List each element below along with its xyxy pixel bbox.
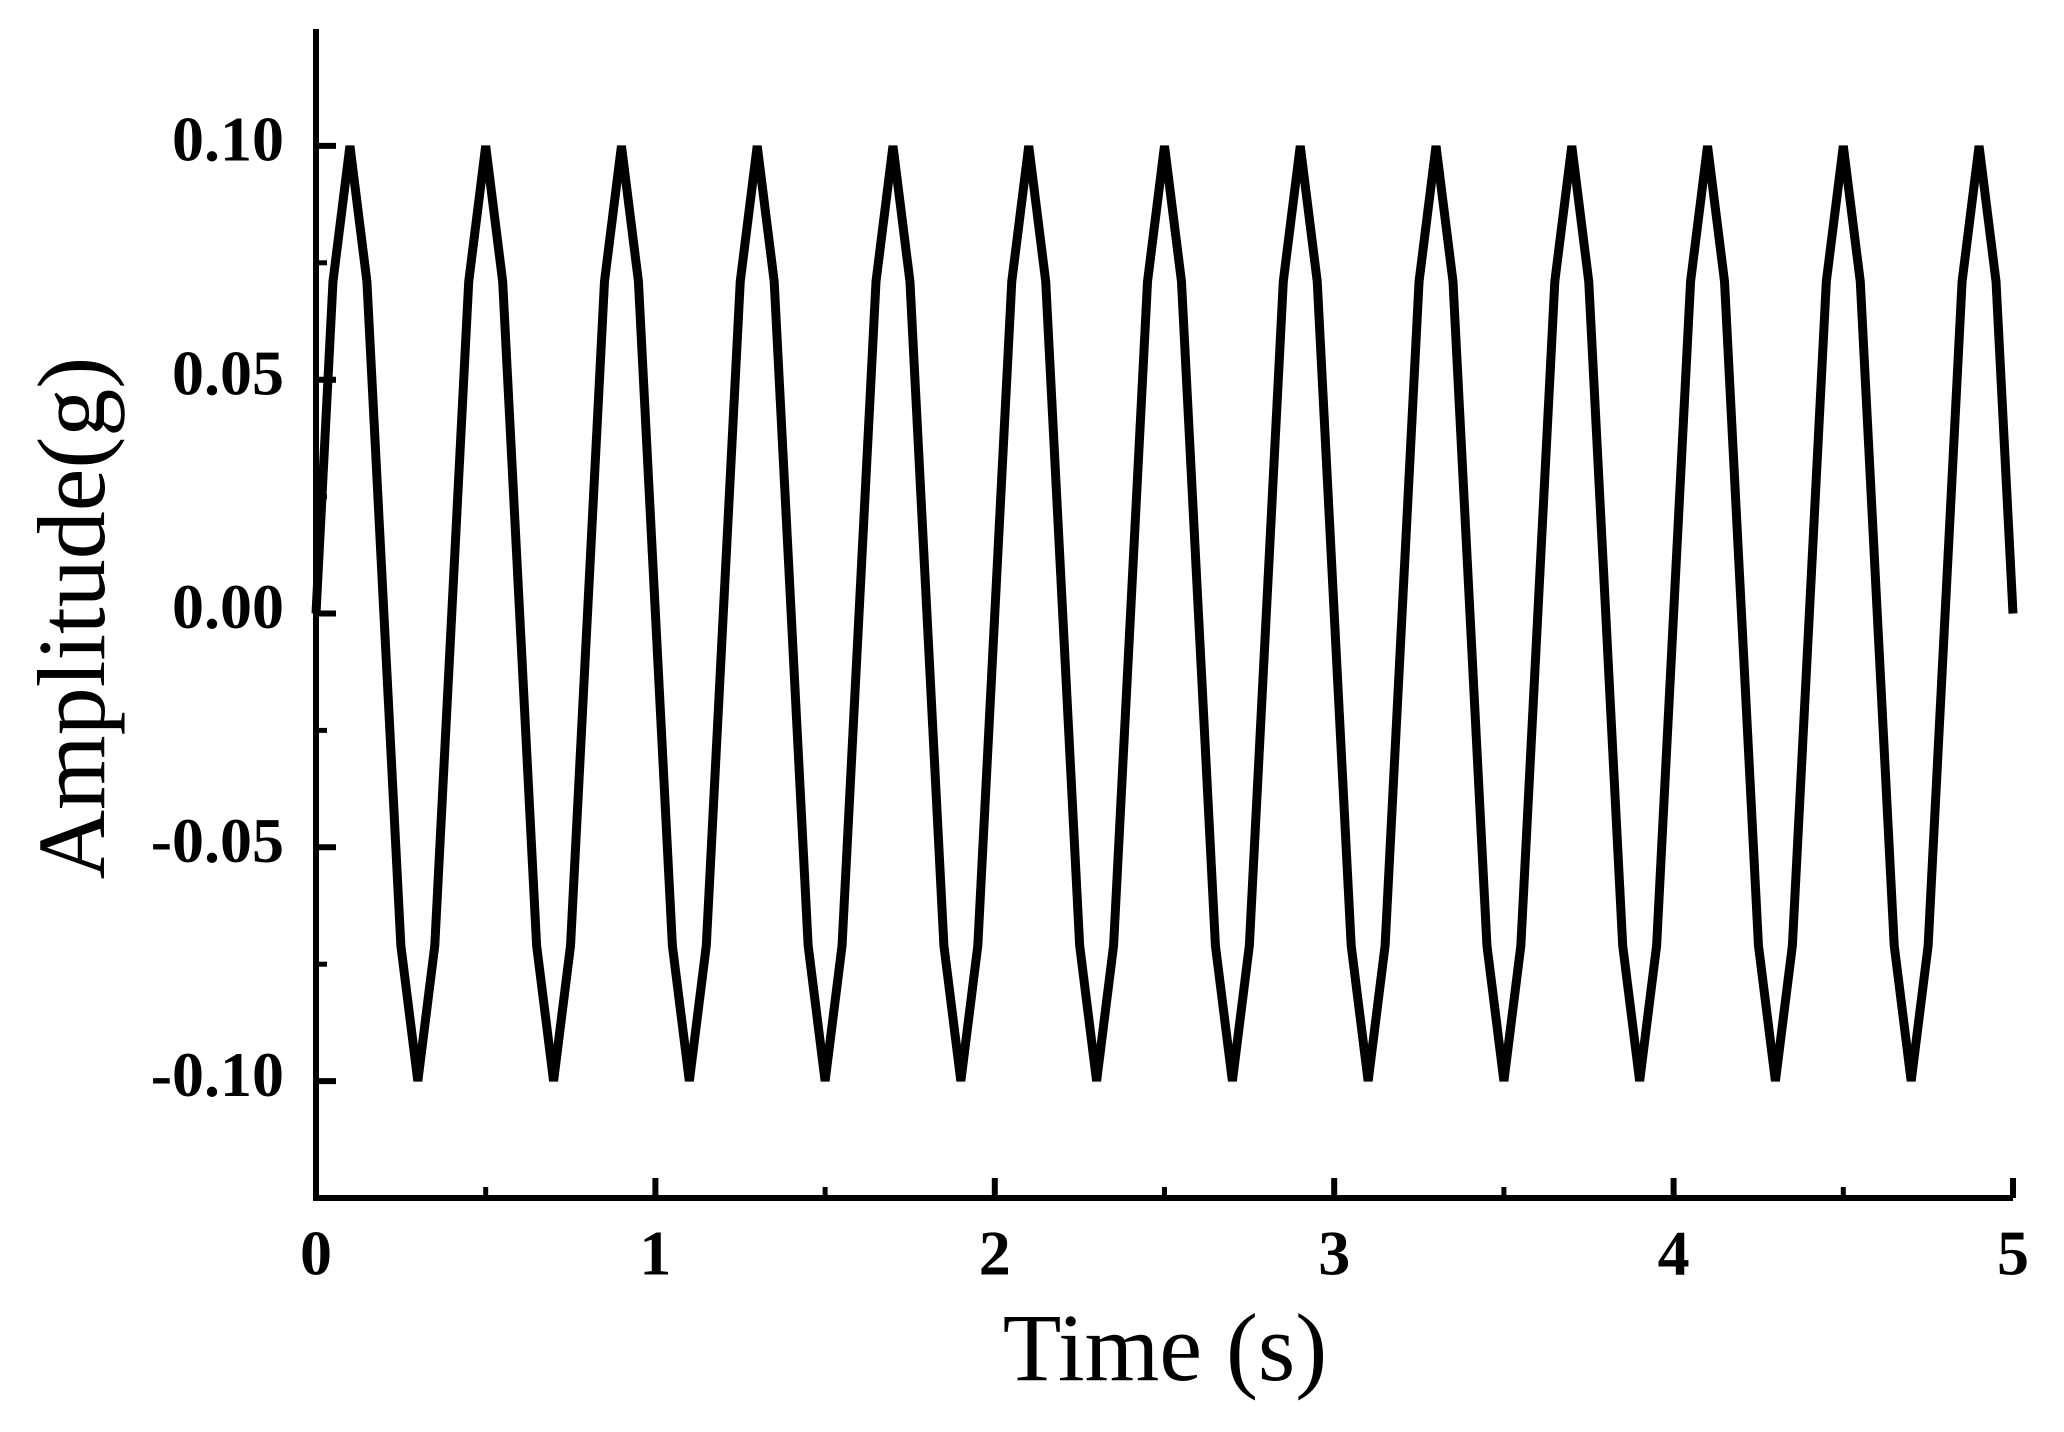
x-axis-title: Time (s) bbox=[1003, 1294, 1328, 1401]
y-tick-label: 0.10 bbox=[172, 104, 284, 175]
y-tick-label: 0.05 bbox=[172, 337, 284, 408]
x-tick-label: 5 bbox=[1997, 1218, 2029, 1289]
x-tick-label: 0 bbox=[300, 1218, 332, 1289]
y-tick-label: 0.00 bbox=[172, 571, 284, 642]
y-tick-label: -0.05 bbox=[151, 805, 284, 876]
y-axis-title: Amplitude(g) bbox=[18, 357, 125, 880]
x-tick-label: 1 bbox=[639, 1218, 671, 1289]
x-tick-label: 4 bbox=[1658, 1218, 1690, 1289]
y-tick-label: -0.10 bbox=[151, 1039, 284, 1110]
x-tick-label: 2 bbox=[979, 1218, 1011, 1289]
data-line bbox=[311, 145, 2018, 1082]
x-tick-label: 3 bbox=[1318, 1218, 1350, 1289]
